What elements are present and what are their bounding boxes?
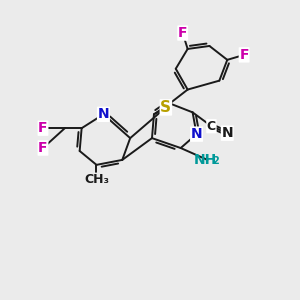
Text: N: N <box>221 126 233 140</box>
Text: N: N <box>191 127 203 141</box>
Text: F: F <box>239 48 249 62</box>
Text: C: C <box>207 120 216 133</box>
Text: F: F <box>178 26 188 40</box>
Text: F: F <box>239 48 249 62</box>
Text: F: F <box>38 141 48 155</box>
Text: S: S <box>160 100 171 115</box>
Text: N: N <box>98 107 109 121</box>
Text: F: F <box>38 121 48 135</box>
Text: 2: 2 <box>212 156 219 166</box>
Text: CH₃: CH₃ <box>84 173 109 186</box>
Text: C: C <box>207 120 216 133</box>
Text: NH: NH <box>194 153 217 167</box>
Text: N: N <box>191 127 203 141</box>
Text: S: S <box>160 100 171 115</box>
Text: N: N <box>98 107 109 121</box>
Text: F: F <box>38 121 48 135</box>
Text: N: N <box>221 126 233 140</box>
Text: F: F <box>38 141 48 155</box>
Text: F: F <box>178 26 188 40</box>
